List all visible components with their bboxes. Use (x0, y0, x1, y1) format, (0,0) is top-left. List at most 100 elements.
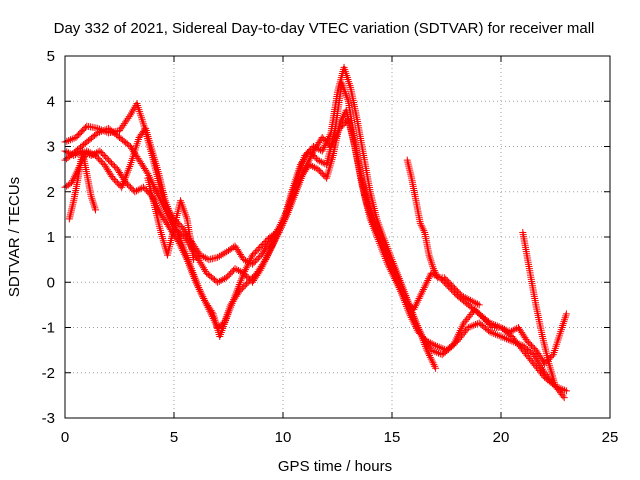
data-point (278, 221, 286, 229)
data-point (488, 329, 496, 337)
data-point (264, 250, 272, 258)
data-point (194, 255, 202, 263)
data-point (280, 218, 288, 226)
data-point (499, 333, 507, 341)
data-point (194, 282, 202, 290)
data-point (425, 338, 433, 346)
data-point (65, 136, 73, 144)
data-point (433, 272, 441, 280)
data-point (250, 250, 258, 258)
data-point (560, 394, 568, 402)
tick-labels: 0 5 10 15 20 25 -3 -2 -1 0 1 2 3 4 5 (42, 48, 619, 446)
data-point (490, 330, 498, 338)
data-point (448, 281, 456, 289)
data-point (306, 154, 314, 162)
data-point (90, 202, 98, 210)
data-point (176, 241, 184, 249)
data-point (412, 323, 420, 331)
data-point (387, 267, 395, 275)
data-point (309, 162, 317, 170)
data-point (96, 128, 104, 136)
data-point (393, 280, 401, 288)
data-point (407, 302, 415, 310)
data-point (99, 150, 107, 158)
data-point (304, 158, 312, 166)
data-point (125, 182, 133, 190)
data-point (241, 281, 249, 289)
data-point (330, 135, 338, 143)
data-point (464, 324, 472, 331)
data-point (337, 123, 345, 131)
data-point (428, 340, 436, 348)
data-point (281, 216, 289, 224)
data-point (190, 256, 198, 264)
data-point (89, 151, 97, 159)
data-point (403, 298, 411, 306)
data-point (156, 209, 164, 217)
data-point (430, 361, 438, 369)
data-point (449, 283, 457, 291)
data-point (561, 316, 569, 324)
data-point (492, 321, 500, 329)
data-point (71, 151, 79, 159)
data-point (430, 341, 438, 349)
data-point (504, 336, 512, 344)
data-point (423, 337, 431, 345)
data-point (146, 173, 154, 181)
data-point (392, 278, 400, 286)
data-point (323, 138, 331, 146)
data-point (430, 266, 438, 274)
data-point (470, 298, 478, 306)
data-point (333, 130, 341, 138)
data-point (119, 121, 127, 129)
data-point (321, 136, 329, 144)
data-point (219, 276, 227, 284)
data-point (243, 262, 251, 270)
data-point (240, 256, 248, 264)
data-point (561, 314, 569, 322)
data-point (106, 158, 114, 166)
data-point (240, 269, 248, 277)
data-point (422, 280, 430, 288)
chart-title: Day 332 of 2021, Sidereal Day-to-day VTE… (54, 20, 595, 37)
data-point (246, 257, 254, 265)
data-point (513, 324, 521, 332)
x-tick-label: 0 (61, 429, 69, 446)
data-point (396, 285, 404, 293)
data-point (301, 165, 309, 173)
data-point (431, 268, 439, 276)
data-point (259, 241, 267, 249)
data-point (431, 348, 439, 356)
data-point (195, 285, 203, 293)
data-point (268, 243, 276, 251)
data-point (416, 293, 424, 301)
y-tick-label: 1 (47, 229, 55, 246)
data-point (412, 302, 420, 310)
data-point (453, 287, 461, 295)
data-point (417, 331, 425, 339)
data-point (131, 188, 139, 196)
data-point (116, 127, 123, 135)
data-point (88, 194, 96, 202)
data-point (465, 295, 473, 303)
data-point (416, 219, 424, 227)
data-point (277, 223, 285, 231)
data-point (418, 223, 426, 231)
data-point (490, 320, 498, 328)
data-point (269, 231, 277, 239)
data-point (432, 270, 440, 278)
data-point (260, 239, 268, 247)
data-point (120, 120, 128, 128)
series-track-7 (403, 156, 483, 309)
data-point (180, 248, 188, 256)
data-point (397, 287, 405, 295)
data-point (423, 278, 431, 286)
data-point (532, 354, 540, 362)
data-point (96, 156, 104, 164)
data-point (94, 129, 102, 137)
data-point (435, 343, 443, 351)
data-point (178, 245, 186, 253)
data-point (250, 272, 258, 280)
data-point (90, 200, 98, 208)
data-point (428, 259, 436, 267)
